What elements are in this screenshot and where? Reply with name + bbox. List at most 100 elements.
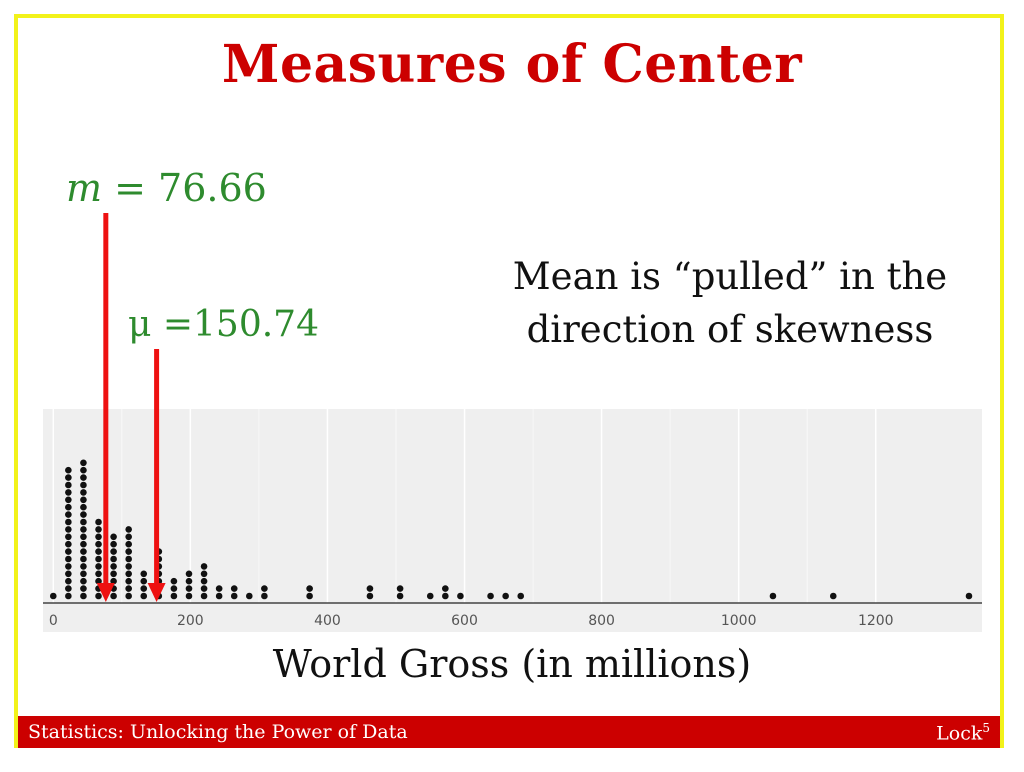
data-dot <box>125 548 132 555</box>
x-tick-label: 200 <box>177 613 204 629</box>
data-dot <box>95 592 102 600</box>
data-dot <box>49 592 57 600</box>
data-dot <box>125 533 132 541</box>
data-dot <box>396 585 404 592</box>
data-dot <box>80 526 87 533</box>
plot-background <box>43 409 982 632</box>
data-dot <box>80 585 87 592</box>
data-dot <box>246 592 253 600</box>
data-dot <box>140 577 148 585</box>
data-dot <box>65 481 72 489</box>
data-dot <box>110 548 117 555</box>
slide-title: Measures of Center <box>221 34 803 95</box>
data-dot <box>185 585 193 592</box>
data-dot <box>65 548 72 555</box>
data-dot <box>426 592 434 600</box>
data-dot <box>366 592 374 600</box>
x-tick-label: 600 <box>451 613 478 629</box>
data-dot <box>769 592 777 600</box>
data-dot <box>140 585 148 592</box>
data-dot <box>140 570 148 578</box>
data-dot <box>110 577 117 585</box>
data-dot <box>95 555 102 563</box>
x-axis-title: World Gross (in millions) <box>272 642 752 686</box>
data-dot <box>65 577 72 585</box>
data-dot <box>80 503 87 511</box>
data-dot <box>65 466 72 474</box>
data-dot <box>306 585 313 592</box>
data-dot <box>95 540 102 548</box>
data-dot <box>396 592 404 600</box>
data-dot <box>125 540 132 548</box>
data-dot <box>366 585 374 592</box>
data-dot <box>95 526 102 533</box>
data-dot <box>829 592 837 600</box>
data-dot <box>95 533 102 541</box>
mean-annotation: μ =150.74 <box>128 304 319 345</box>
x-tick-label: 400 <box>314 613 341 629</box>
data-dot <box>65 518 72 526</box>
data-dot <box>65 592 72 600</box>
data-dot <box>170 585 178 592</box>
data-dot <box>442 585 449 592</box>
x-tick-label: 800 <box>588 613 615 629</box>
footer-bar: Statistics: Unlocking the Power of Data … <box>18 716 1000 748</box>
data-dot <box>65 533 72 541</box>
median-arrow-head <box>96 583 115 602</box>
data-dot <box>65 563 72 570</box>
data-dot <box>457 592 464 600</box>
data-dot <box>80 563 87 570</box>
data-dot <box>230 585 238 592</box>
median-annotation: m = 76.66 <box>66 166 267 210</box>
data-dot <box>65 503 72 511</box>
data-dot <box>80 518 87 526</box>
data-dot <box>170 577 178 585</box>
data-dot <box>80 474 87 481</box>
data-dot <box>95 548 102 555</box>
data-dot <box>80 481 87 489</box>
data-dot <box>502 592 509 600</box>
data-dot <box>965 592 973 600</box>
data-dot <box>110 570 117 578</box>
data-dot <box>65 555 72 563</box>
data-dot <box>185 570 193 578</box>
data-dot <box>261 592 268 600</box>
data-dot <box>65 585 72 592</box>
data-dot <box>65 496 72 504</box>
data-dot <box>200 563 208 570</box>
footer-course-title: Statistics: Unlocking the Power of Data <box>28 721 408 743</box>
data-dot <box>110 563 117 570</box>
data-dot <box>442 592 449 600</box>
data-dot <box>80 555 87 563</box>
data-dot <box>65 511 72 518</box>
data-dot <box>200 585 208 592</box>
data-dot <box>95 518 102 526</box>
data-dot <box>65 526 72 533</box>
data-dot <box>306 592 313 600</box>
data-dot <box>140 592 148 600</box>
data-dot <box>125 555 132 563</box>
data-dot <box>80 466 87 474</box>
data-dot <box>80 511 87 518</box>
data-dot <box>261 585 268 592</box>
median-symbol: m <box>66 166 103 210</box>
data-dot <box>125 585 132 592</box>
data-dot <box>80 459 87 467</box>
data-dot <box>185 577 193 585</box>
footer-author: Lock5 <box>936 721 990 744</box>
data-dot <box>80 592 87 600</box>
median-value: = 76.66 <box>102 166 267 210</box>
data-dot <box>95 563 102 570</box>
data-dot <box>65 474 72 481</box>
data-dot <box>487 592 494 600</box>
data-dot <box>200 592 208 600</box>
skewness-note: Mean is “pulled” in the direction of ske… <box>470 250 990 356</box>
data-dot <box>80 533 87 541</box>
data-dot <box>215 592 223 600</box>
data-dot <box>125 526 132 533</box>
data-dot <box>80 496 87 504</box>
mean-arrow-head <box>147 583 166 602</box>
data-dot <box>65 489 72 496</box>
x-tick-label: 1200 <box>858 613 894 629</box>
